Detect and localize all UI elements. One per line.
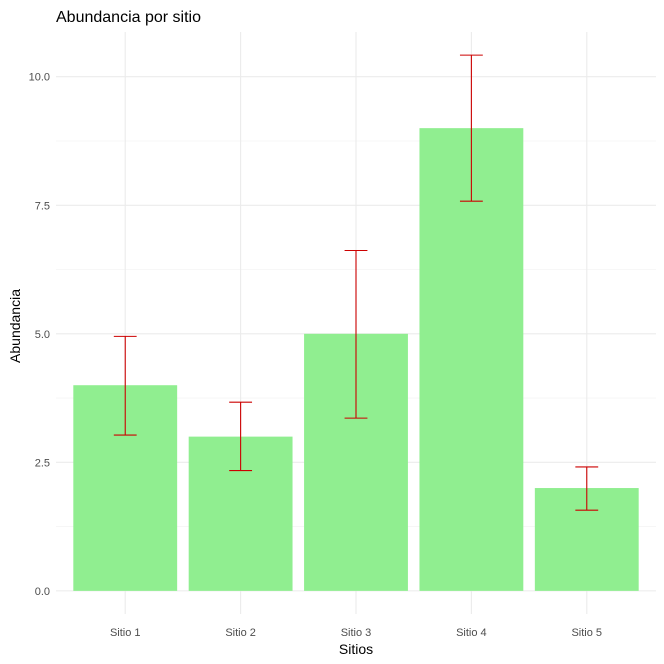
x-tick-label: Sitio 1 <box>110 627 141 639</box>
y-tick-label: 5.0 <box>35 329 50 341</box>
y-tick-label: 2.5 <box>35 457 50 469</box>
y-tick-label: 7.5 <box>35 200 50 212</box>
y-axis-title: Abundancia <box>7 289 23 363</box>
y-tick-label: 10.0 <box>29 72 50 84</box>
x-axis-ticks: Sitio 1 Sitio 2 Sitio 3 Sitio 4 Sitio 5 <box>110 627 602 639</box>
x-axis-title: Sitios <box>339 641 373 657</box>
chart-title: Abundancia por sitio <box>56 9 201 26</box>
x-tick-label: Sitio 4 <box>456 627 487 639</box>
x-tick-label: Sitio 2 <box>225 627 256 639</box>
y-tick-label: 0.0 <box>35 586 50 598</box>
error-bars <box>113 54 599 511</box>
bar <box>419 128 524 591</box>
x-tick-label: Sitio 5 <box>571 627 602 639</box>
bars <box>73 128 639 591</box>
x-tick-label: Sitio 3 <box>341 627 372 639</box>
y-axis-ticks: 0.0 2.5 5.0 7.5 10.0 <box>29 72 50 598</box>
